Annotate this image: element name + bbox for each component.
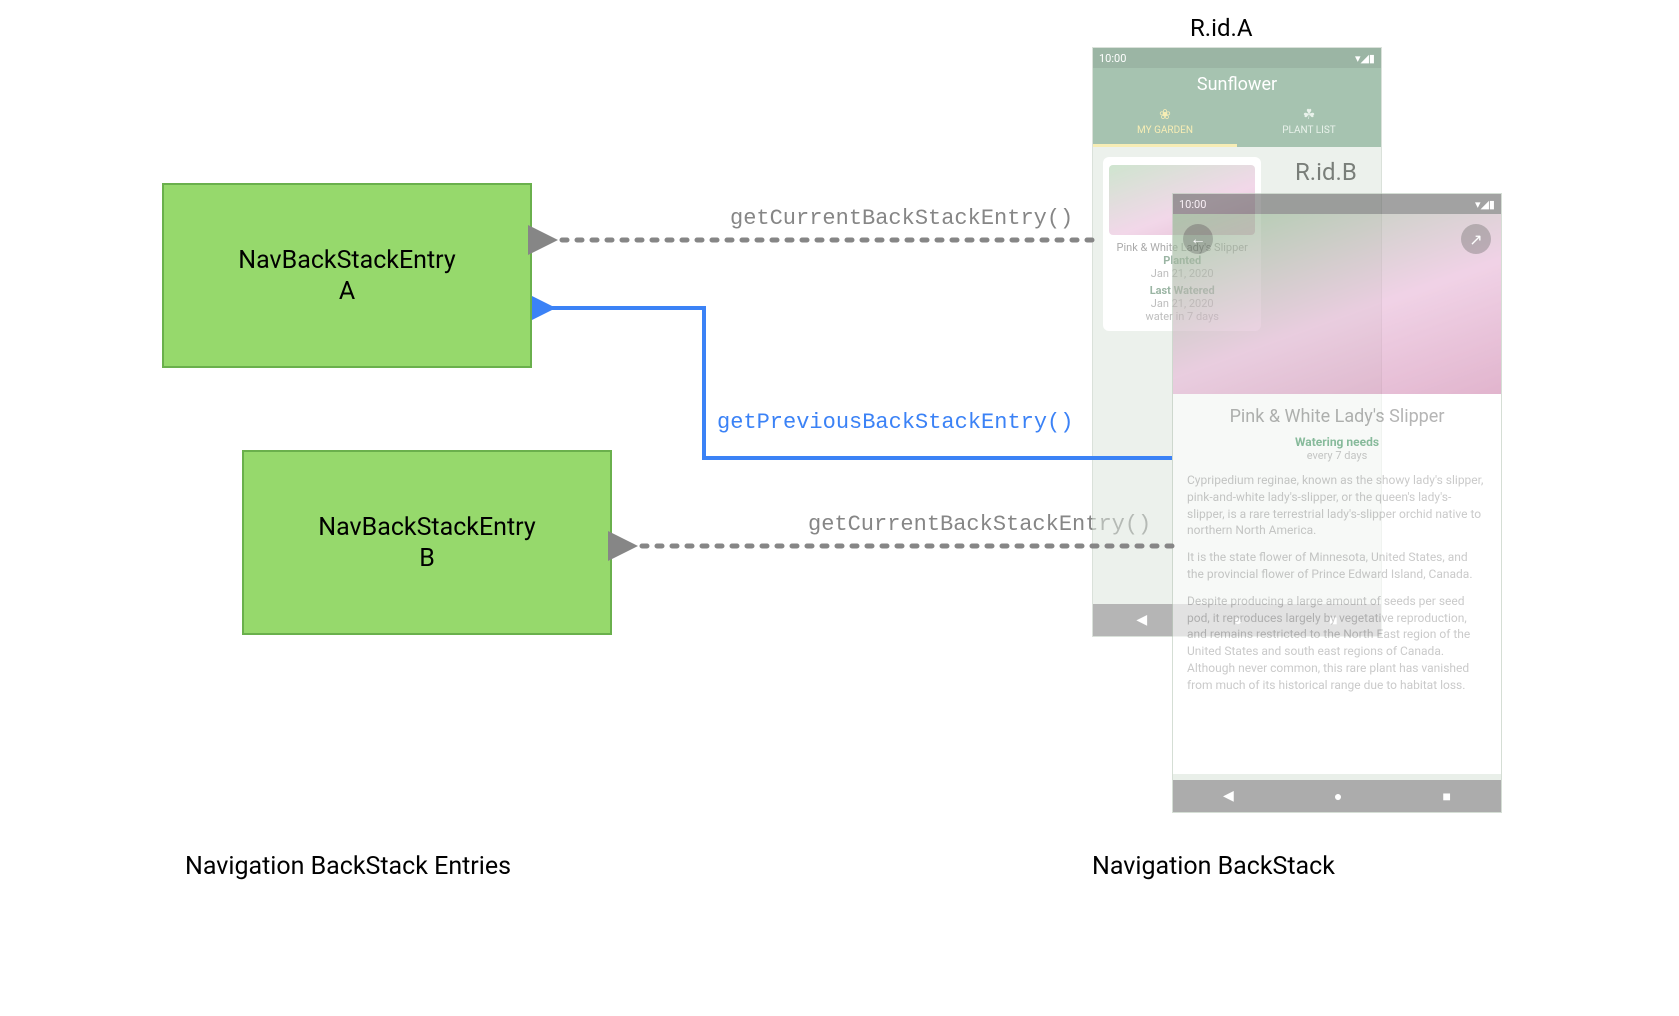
caption-left: Navigation BackStack Entries [185,852,511,881]
entry-b-label-top: NavBackStackEntry [318,513,535,542]
entry-a-label-top: NavBackStackEntry [238,246,455,275]
detail-body: Pink & White Lady's Slipper Watering nee… [1173,394,1501,774]
nav-bar-b: ◀ ● ■ [1173,780,1501,812]
status-time-a: 10:00 [1099,52,1126,65]
tab-my-garden[interactable]: ❀ MY GARDEN [1093,101,1237,147]
tab-plant-list-label: PLANT LIST [1282,125,1336,136]
status-icons-a: ▾◢▮ [1355,52,1375,65]
nav-home-icon-b[interactable]: ● [1334,788,1342,805]
connector-previous [548,308,1172,458]
detail-para-2: It is the state flower of Minnesota, Uni… [1187,549,1487,583]
detail-para-1: Cypripedium reginae, known as the showy … [1187,472,1487,539]
id-label-a: R.id.A [1190,14,1252,42]
flower-icon: ❀ [1093,107,1237,123]
status-time-b: 10:00 [1179,198,1206,211]
detail-para-3: Despite producing a large amount of seed… [1187,593,1487,694]
share-icon[interactable]: ↗ [1461,224,1491,254]
detail-title: Pink & White Lady's Slipper [1187,406,1487,427]
diagram-canvas: NavBackStackEntry A NavBackStackEntry B … [112,0,1567,900]
status-icons-b: ▾◢▮ [1475,198,1495,211]
nav-back-icon[interactable]: ◀ [1136,612,1147,628]
detail-subtitle2: every 7 days [1187,449,1487,462]
entry-a-label-bottom: A [339,277,355,306]
tab-plant-list[interactable]: ☘ PLANT LIST [1237,101,1381,147]
nav-entry-box-b: NavBackStackEntry B [242,450,612,635]
detail-subtitle: Watering needs [1187,435,1487,449]
status-bar-a: 10:00 ▾◢▮ [1093,48,1381,68]
caption-right: Navigation BackStack [1092,852,1335,881]
tabs-a: ❀ MY GARDEN ☘ PLANT LIST [1093,101,1381,147]
nav-recent-icon-b[interactable]: ■ [1442,788,1450,805]
leaf-icon: ☘ [1237,107,1381,123]
nav-back-icon-b[interactable]: ◀ [1223,788,1234,804]
back-icon[interactable]: ← [1183,224,1213,254]
hero-image: ← ↗ [1173,214,1501,394]
status-bar-b: 10:00 ▾◢▮ [1173,194,1501,214]
nav-entry-box-a: NavBackStackEntry A [162,183,532,368]
app-title-a: Sunflower [1093,68,1381,101]
entry-b-label-bottom: B [419,544,435,573]
method-previous: getPreviousBackStackEntry() [717,410,1073,435]
phone-screen-b: 10:00 ▾◢▮ ← ↗ Pink & White Lady's Slippe… [1172,193,1502,813]
tab-my-garden-label: MY GARDEN [1137,125,1193,136]
method-current-a: getCurrentBackStackEntry() [730,206,1073,231]
